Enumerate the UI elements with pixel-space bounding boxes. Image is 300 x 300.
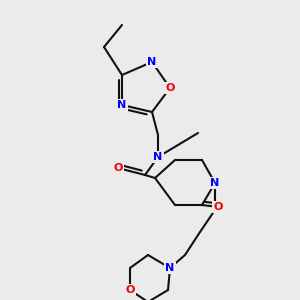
Text: N: N [147,57,157,67]
Text: O: O [213,202,223,212]
Text: N: N [210,178,220,188]
Text: O: O [165,83,175,93]
Text: N: N [117,100,127,110]
Text: O: O [125,285,135,295]
Text: N: N [165,263,175,273]
Text: O: O [113,163,123,173]
Text: N: N [153,152,163,162]
